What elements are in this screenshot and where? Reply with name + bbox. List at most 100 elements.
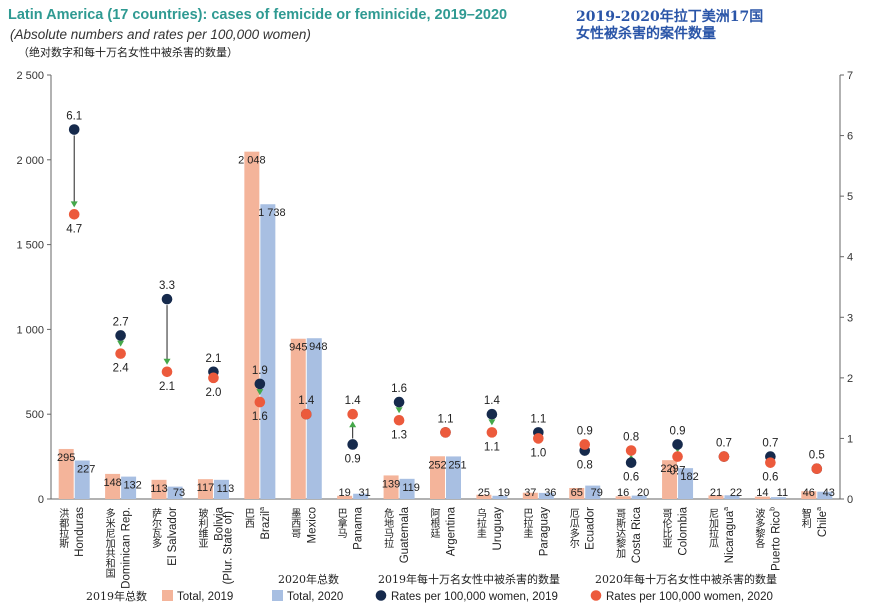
bar-total-2020 — [121, 476, 137, 499]
bar-label-2019: 295 — [57, 452, 75, 464]
country-name-zh: 巴拉圭 — [521, 508, 533, 538]
bar-total-2020 — [585, 485, 601, 499]
bar-label-2019: 113 — [150, 483, 168, 495]
legend-label-en: Rates per 100,000 women, 2020 — [606, 591, 773, 603]
country-name-zh: 哥斯达黎加 — [614, 508, 626, 558]
rate-label-2020: 1.3 — [391, 429, 407, 441]
bar-total-2019 — [58, 448, 74, 499]
bar-label-2020: 19 — [498, 487, 510, 499]
country-footnote-mark: a — [816, 507, 823, 511]
country-name-en-text: Mexico — [306, 507, 318, 543]
dot-rate-2020 — [625, 445, 637, 456]
chart-subtitle: (Absolute numbers and rates per 100,000 … — [10, 27, 311, 42]
bar-label-2019: 252 — [428, 459, 446, 471]
rate-change-arrowhead — [163, 358, 171, 365]
rate-label-2019: 2.7 — [113, 316, 129, 328]
bar-label-2020: 948 — [309, 341, 327, 353]
bar-label-2020: 79 — [591, 487, 603, 499]
rate-change-arrows — [70, 135, 774, 461]
country-label: 巴西 Brazila — [242, 507, 272, 540]
country-name-zh: 尼加拉瓜 — [706, 508, 718, 548]
rate-label-2019: 1.6 — [391, 383, 407, 395]
rate-label-2019: 1.4 — [484, 395, 501, 407]
left-tick-label: 1 500 — [16, 240, 44, 252]
rate-label-2020: 1.4 — [298, 395, 315, 407]
country-name-en: Brazila — [259, 507, 272, 540]
country-name-en: Uruguay — [492, 507, 504, 551]
rate-change-arrowhead — [349, 421, 357, 428]
bar-label-2019: 14 — [756, 487, 768, 499]
legend-label-en: Total, 2019 — [177, 591, 233, 603]
rate-label-2019: 2.1 — [205, 353, 221, 365]
bar-total-2019 — [522, 492, 538, 499]
bar-total-2020 — [724, 495, 740, 499]
bar-total-2019 — [244, 151, 260, 500]
dot-rate-2020 — [672, 451, 683, 462]
bar-total-2019 — [197, 479, 213, 499]
dot-rate-2019 — [161, 293, 173, 305]
country-name-zh: 阿根廷 — [428, 508, 440, 539]
bar-total-2019 — [801, 491, 817, 499]
country-label: 多米尼加共和国 Dominican Rep. — [103, 507, 133, 589]
dot-rate-2019 — [347, 439, 358, 450]
country-name-zh: 墨西哥 — [289, 508, 301, 538]
bar-total-2019 — [105, 473, 121, 499]
country-label: 萨尔瓦多 El Salvador — [150, 507, 180, 566]
country-name-en: Costa Rica — [631, 506, 643, 563]
country-name-en: Honduras — [74, 507, 86, 557]
country-name-en-text: El Salvador — [167, 507, 179, 566]
country-name-en-text: Dominican Rep. — [121, 507, 133, 589]
country-name-en-text: Ecuador — [585, 507, 597, 550]
bar-label-2020: 119 — [402, 482, 420, 494]
bar-total-2020 — [770, 497, 786, 499]
bar-total-2019 — [383, 475, 399, 499]
bar-total-2019 — [662, 460, 678, 499]
bar-label-2020: 113 — [217, 483, 235, 495]
country-name-zh: 洪都拉斯 — [57, 508, 69, 549]
bar-total-2020 — [631, 495, 647, 499]
country-name-en-text: Uruguay — [492, 507, 504, 551]
right-tick-label: 5 — [847, 191, 853, 203]
legend-swatch — [375, 590, 387, 601]
country-name-en-text: Costa Rica — [631, 506, 643, 563]
chart-subtitle-zh: （绝对数字和每十万名女性中被杀害的数量） — [18, 45, 238, 59]
rate-label-2019: 0.9 — [345, 453, 361, 465]
dot-rate-2020 — [68, 209, 80, 220]
country-label: 尼加拉瓜 Nicaraguaa — [706, 507, 736, 563]
rate-change-arrowhead — [488, 419, 496, 426]
country-name-zh: 厄瓜多尔 — [567, 508, 579, 548]
bar-total-2019 — [615, 496, 631, 499]
bar-label-2020: 1 738 — [258, 207, 286, 219]
legend-label-zh: 2019年总数 — [86, 589, 147, 603]
country-name-zh: 萨尔瓦多 — [150, 508, 162, 549]
country-name-zh: 巴拿马 — [335, 508, 347, 539]
country-name-en: Guatemala — [399, 506, 411, 563]
right-y-axis: 0 1 2 3 4 5 6 7 — [840, 70, 853, 506]
left-tick-label: 0 — [38, 494, 44, 506]
country-name-en: Chilea — [816, 507, 829, 537]
bar-total-2020 — [167, 486, 183, 499]
rate-label-2020: 1.1 — [438, 413, 454, 425]
legend-item: 2019年总数 Total, 2019 — [86, 589, 233, 603]
dot-rate-2019 — [486, 408, 498, 420]
dot-rate-2019 — [68, 124, 80, 135]
rate-label-2020: 1.6 — [252, 411, 268, 423]
country-footnote-mark: a — [723, 507, 730, 511]
bar-label-2020: 251 — [448, 459, 466, 471]
country-name-zh: 波多黎各 — [753, 507, 765, 549]
dot-rate-2019 — [115, 330, 126, 341]
bar-label-2019: 37 — [524, 487, 536, 499]
bar-label-2019: 25 — [478, 487, 490, 499]
bar-series — [58, 151, 833, 500]
left-tick-label: 2 500 — [16, 70, 44, 82]
bar-total-2020 — [260, 204, 276, 499]
rate-label-2020: 2.4 — [113, 363, 130, 375]
country-name-en: Mexico — [306, 507, 318, 543]
country-name-en-text: Bolivia — [213, 506, 225, 540]
rate-label-2020: 2.1 — [159, 381, 175, 393]
country-name-zh: 巴西 — [242, 508, 254, 528]
country-label: 墨西哥 Mexico — [289, 507, 319, 543]
rate-label-2019: 0.7 — [762, 438, 778, 450]
rate-label-2019: 0.5 — [809, 450, 825, 462]
legend-label-zh: 2020年每十万名女性中被杀害的数量 — [595, 572, 777, 586]
